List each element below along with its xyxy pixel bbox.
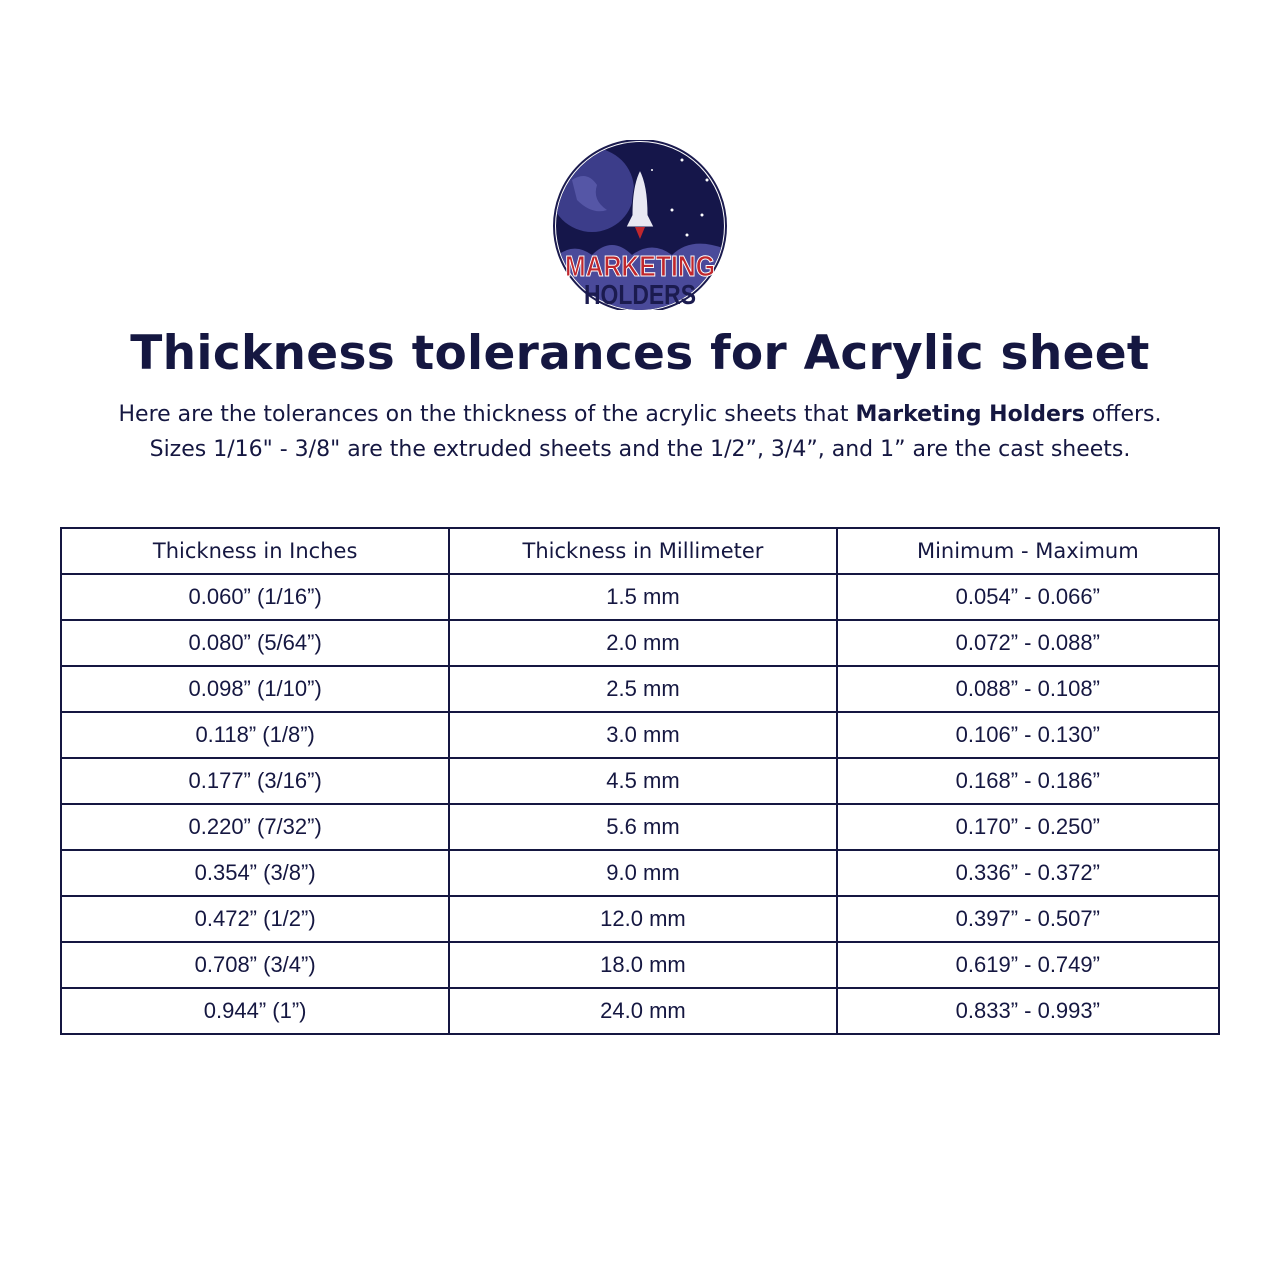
table-row: 0.220” (7/32”) 5.6 mm 0.170” - 0.250”	[59, 803, 1221, 851]
cell-min-max: 0.168” - 0.186”	[835, 757, 1221, 805]
cell-inches: 0.177” (3/16”)	[59, 757, 451, 805]
cell-inches: 0.472” (1/2”)	[59, 895, 451, 943]
table-row: 0.944” (1”) 24.0 mm 0.833” - 0.993”	[59, 987, 1221, 1035]
cell-inches: 0.220” (7/32”)	[59, 803, 451, 851]
cell-millimeter: 1.5 mm	[448, 573, 838, 621]
cell-millimeter: 2.0 mm	[448, 619, 838, 667]
svg-text:MARKETING: MARKETING	[565, 251, 715, 283]
cell-millimeter: 3.0 mm	[448, 711, 838, 759]
header-min-max: Minimum - Maximum	[835, 527, 1221, 575]
header-millimeter: Thickness in Millimeter	[448, 527, 838, 575]
cell-millimeter: 4.5 mm	[448, 757, 838, 805]
cell-min-max: 0.397” - 0.507”	[835, 895, 1221, 943]
cell-min-max: 0.619” - 0.749”	[835, 941, 1221, 989]
cell-min-max: 0.088” - 0.108”	[835, 665, 1221, 713]
header-inches: Thickness in Inches	[59, 527, 451, 575]
cell-min-max: 0.833” - 0.993”	[835, 987, 1221, 1035]
svg-text:HOLDERS: HOLDERS	[584, 279, 696, 310]
cell-inches: 0.944” (1”)	[59, 987, 451, 1035]
cell-millimeter: 5.6 mm	[448, 803, 838, 851]
cell-min-max: 0.106” - 0.130”	[835, 711, 1221, 759]
intro-line-2: Sizes 1/16" - 3/8" are the extruded shee…	[149, 437, 1131, 462]
marketing-holders-logo: MARKETING HOLDERS	[552, 139, 728, 313]
table-row: 0.098” (1/10”) 2.5 mm 0.088” - 0.108”	[59, 665, 1221, 713]
table-header-row: Thickness in Inches Thickness in Millime…	[59, 527, 1221, 575]
cell-inches: 0.080” (5/64”)	[59, 619, 451, 667]
cell-min-max: 0.072” - 0.088”	[835, 619, 1221, 667]
cell-millimeter: 2.5 mm	[448, 665, 838, 713]
cell-min-max: 0.170” - 0.250”	[835, 803, 1221, 851]
cell-inches: 0.118” (1/8”)	[59, 711, 451, 759]
table-row: 0.708” (3/4”) 18.0 mm 0.619” - 0.749”	[59, 941, 1221, 989]
table-row: 0.118” (1/8”) 3.0 mm 0.106” - 0.130”	[59, 711, 1221, 759]
cell-inches: 0.060” (1/16”)	[59, 573, 451, 621]
cell-min-max: 0.336” - 0.372”	[835, 849, 1221, 897]
cell-inches: 0.708” (3/4”)	[59, 941, 451, 989]
cell-millimeter: 18.0 mm	[448, 941, 838, 989]
table-row: 0.080” (5/64”) 2.0 mm 0.072” - 0.088”	[59, 619, 1221, 667]
intro-text: Here are the tolerances on the thickness…	[118, 402, 856, 427]
intro-line-1: Here are the tolerances on the thickness…	[0, 402, 1280, 427]
page-title: Thickness tolerances for Acrylic sheet	[130, 326, 1150, 381]
cell-inches: 0.098” (1/10”)	[59, 665, 451, 713]
table-row: 0.177” (3/16”) 4.5 mm 0.168” - 0.186”	[59, 757, 1221, 805]
table-row: 0.060” (1/16”) 1.5 mm 0.054” - 0.066”	[59, 573, 1221, 621]
tolerance-table: Thickness in Inches Thickness in Millime…	[59, 527, 1221, 1035]
cell-millimeter: 9.0 mm	[448, 849, 838, 897]
cell-inches: 0.354” (3/8”)	[59, 849, 451, 897]
cell-min-max: 0.054” - 0.066”	[835, 573, 1221, 621]
intro-text-end: offers.	[1084, 402, 1162, 427]
table-row: 0.472” (1/2”) 12.0 mm 0.397” - 0.507”	[59, 895, 1221, 943]
cell-millimeter: 24.0 mm	[448, 987, 838, 1035]
brand-name: Marketing Holders	[855, 402, 1085, 427]
cell-millimeter: 12.0 mm	[448, 895, 838, 943]
table-row: 0.354” (3/8”) 9.0 mm 0.336” - 0.372”	[59, 849, 1221, 897]
